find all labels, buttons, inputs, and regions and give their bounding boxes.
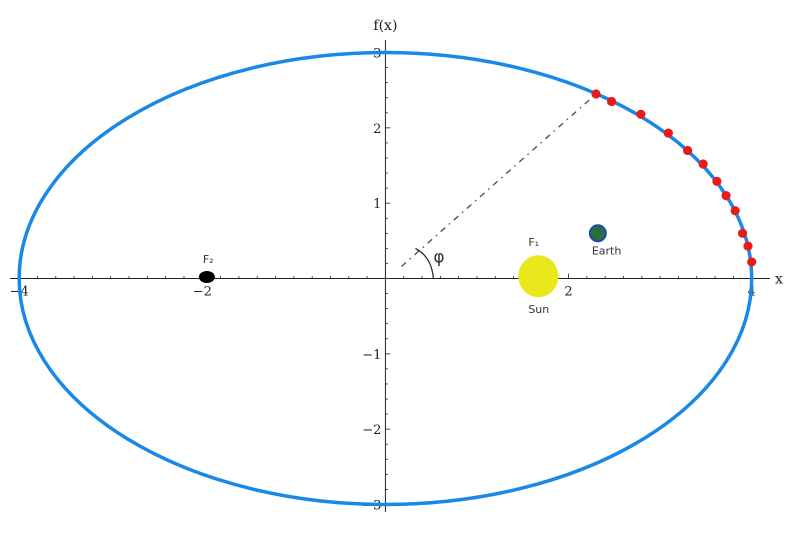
orbit-point xyxy=(730,206,740,216)
orbit-point xyxy=(743,241,753,251)
y-tick-label: −2 xyxy=(362,423,381,438)
focus2-marker xyxy=(198,270,215,283)
y-tick-label: −1 xyxy=(362,348,381,363)
x-tick-label: −2 xyxy=(193,285,212,300)
earth-label: Earth xyxy=(592,244,622,257)
y-minor-ticks xyxy=(385,52,391,505)
orbit-point xyxy=(682,145,693,156)
sun-marker xyxy=(518,255,559,298)
orbit-point xyxy=(591,89,601,99)
orbit-ellipse xyxy=(17,50,754,507)
orbit-point xyxy=(721,191,731,201)
orbit-point xyxy=(712,176,722,186)
orbit-point xyxy=(737,228,748,238)
orbit-point xyxy=(606,96,617,107)
sun-label: Sun xyxy=(528,303,549,316)
x-tick-labels: −4 −2 2 4 xyxy=(10,285,756,300)
orbit-point xyxy=(747,257,757,267)
y-tick-label: 2 xyxy=(373,122,381,137)
orbit-points xyxy=(591,89,757,267)
angle-label: φ xyxy=(433,248,444,268)
y-axis-label: f(x) xyxy=(373,18,397,34)
earth-marker xyxy=(588,224,607,243)
orbit-point xyxy=(698,159,708,169)
x-axis-label: x xyxy=(775,272,783,288)
focus2-label: F₂ xyxy=(203,253,214,266)
focus1-label: F₁ xyxy=(528,236,539,249)
orbit-point xyxy=(663,128,673,138)
radius-vector-line xyxy=(400,93,597,268)
angle-arc xyxy=(415,247,435,279)
orbit-point xyxy=(636,109,646,119)
y-tick-label: 1 xyxy=(373,197,381,212)
x-tick-label: 2 xyxy=(564,285,572,300)
